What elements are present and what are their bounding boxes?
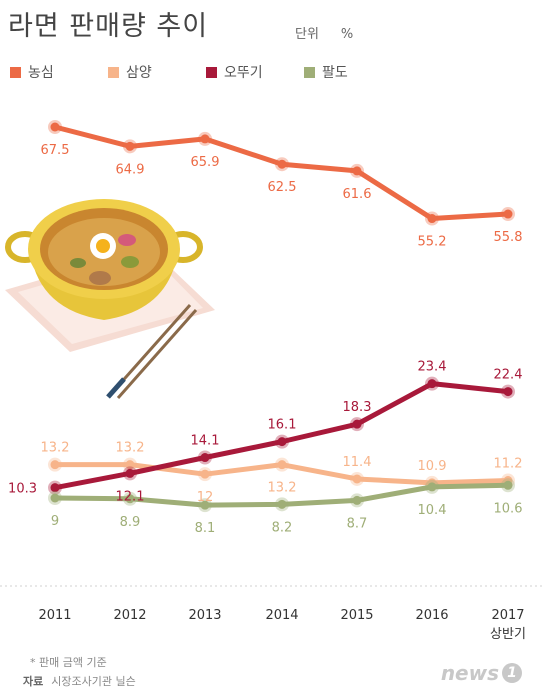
data-point-nongshim bbox=[503, 209, 513, 219]
data-point-paldo bbox=[277, 499, 287, 509]
data-point-paldo bbox=[503, 480, 513, 490]
data-label-samyang: 10.9 bbox=[418, 459, 447, 474]
legend-label: 농심 bbox=[28, 65, 54, 81]
legend-item-samyang: 삼양 bbox=[108, 62, 206, 82]
legend: 농심 삼양 오뚜기 팔도 bbox=[10, 62, 402, 82]
x-tick-label: 2015 bbox=[340, 608, 373, 623]
data-label-samyang: 11.2 bbox=[494, 457, 523, 472]
chart-title: 라면 판매량 추이 bbox=[8, 11, 209, 42]
unit-value: % bbox=[340, 27, 354, 42]
data-label-nongshim: 55.8 bbox=[494, 230, 523, 245]
legend-item-ottogi: 오뚜기 bbox=[206, 62, 304, 82]
data-label-nongshim: 61.6 bbox=[343, 187, 372, 202]
data-point-ottogi bbox=[50, 483, 60, 493]
x-tick-label: 2012 bbox=[113, 608, 146, 623]
x-tick-sublabel: 상반기 bbox=[490, 627, 526, 642]
data-label-paldo: 10.6 bbox=[494, 501, 523, 516]
ramen-bowl-illustration bbox=[5, 199, 215, 399]
data-label-nongshim: 55.2 bbox=[418, 235, 447, 250]
data-point-ottogi bbox=[427, 379, 437, 389]
data-point-samyang bbox=[200, 469, 210, 479]
data-label-paldo: 10.4 bbox=[418, 503, 447, 518]
data-label-ottogi: 22.4 bbox=[494, 368, 523, 383]
data-label-nongshim: 62.5 bbox=[268, 180, 297, 195]
source-label: 자료 bbox=[23, 675, 44, 688]
data-point-paldo bbox=[50, 493, 60, 503]
legend-swatch bbox=[108, 66, 119, 78]
data-point-samyang bbox=[352, 474, 362, 484]
legend-item-paldo: 팔도 bbox=[304, 62, 402, 82]
data-label-samyang: 13.2 bbox=[268, 481, 297, 496]
legend-label: 팔도 bbox=[322, 65, 348, 81]
data-label-ottogi: 12.1 bbox=[116, 489, 145, 504]
data-label-samyang: 13.2 bbox=[41, 441, 70, 456]
data-point-samyang bbox=[50, 460, 60, 470]
legend-label: 삼양 bbox=[126, 65, 152, 81]
data-point-paldo bbox=[200, 500, 210, 510]
legend-swatch bbox=[304, 66, 315, 78]
data-label-ottogi: 23.4 bbox=[418, 360, 447, 375]
x-tick-label: 2016 bbox=[415, 608, 448, 623]
data-point-ottogi bbox=[200, 453, 210, 463]
data-label-samyang: 11.4 bbox=[343, 455, 372, 470]
news1-logo: news 1 bbox=[441, 661, 522, 685]
data-point-nongshim bbox=[427, 214, 437, 224]
unit-label: 단위 bbox=[295, 27, 319, 42]
data-label-paldo: 8.2 bbox=[272, 520, 293, 535]
data-point-ottogi bbox=[277, 437, 287, 447]
unit-indicator: 단위% bbox=[295, 23, 353, 42]
data-point-ottogi bbox=[503, 387, 513, 397]
data-point-nongshim bbox=[277, 159, 287, 169]
data-point-ottogi bbox=[125, 468, 135, 478]
data-label-samyang: 12 bbox=[197, 490, 214, 505]
data-point-samyang bbox=[277, 460, 287, 470]
data-label-ottogi: 10.3 bbox=[8, 482, 37, 497]
data-point-nongshim bbox=[352, 166, 362, 176]
data-point-nongshim bbox=[125, 141, 135, 151]
source-value: 시장조사기관 닐슨 bbox=[51, 675, 136, 688]
source: 자료 시장조사기관 닐슨 bbox=[23, 673, 136, 689]
x-tick-label: 2017 bbox=[491, 608, 524, 623]
data-point-nongshim bbox=[50, 122, 60, 132]
data-point-samyang bbox=[125, 460, 135, 470]
data-point-nongshim bbox=[200, 134, 210, 144]
logo-badge: 1 bbox=[502, 663, 522, 683]
data-point-paldo bbox=[352, 495, 362, 505]
legend-label: 오뚜기 bbox=[224, 65, 263, 81]
x-tick-label: 2011 bbox=[38, 608, 71, 623]
data-label-nongshim: 67.5 bbox=[41, 143, 70, 158]
legend-swatch bbox=[10, 66, 21, 78]
logo-text: news bbox=[440, 661, 499, 685]
x-tick-label: 2013 bbox=[188, 608, 221, 623]
data-label-paldo: 8.1 bbox=[195, 521, 216, 536]
x-tick-label: 2014 bbox=[265, 608, 298, 623]
data-point-paldo bbox=[125, 494, 135, 504]
data-label-paldo: 9 bbox=[51, 514, 59, 529]
data-label-ottogi: 14.1 bbox=[191, 434, 220, 449]
data-point-ottogi bbox=[352, 419, 362, 429]
data-label-ottogi: 18.3 bbox=[343, 400, 372, 415]
data-label-nongshim: 64.9 bbox=[116, 162, 145, 177]
data-label-paldo: 8.9 bbox=[120, 515, 141, 530]
legend-item-nongshim: 농심 bbox=[10, 62, 108, 82]
data-label-paldo: 8.7 bbox=[347, 516, 368, 531]
data-point-paldo bbox=[427, 482, 437, 492]
data-label-ottogi: 16.1 bbox=[268, 418, 297, 433]
data-label-nongshim: 65.9 bbox=[191, 155, 220, 170]
footnote: * 판매 금액 기준 bbox=[30, 656, 107, 669]
legend-swatch bbox=[206, 66, 217, 78]
data-label-samyang: 13.2 bbox=[116, 441, 145, 456]
